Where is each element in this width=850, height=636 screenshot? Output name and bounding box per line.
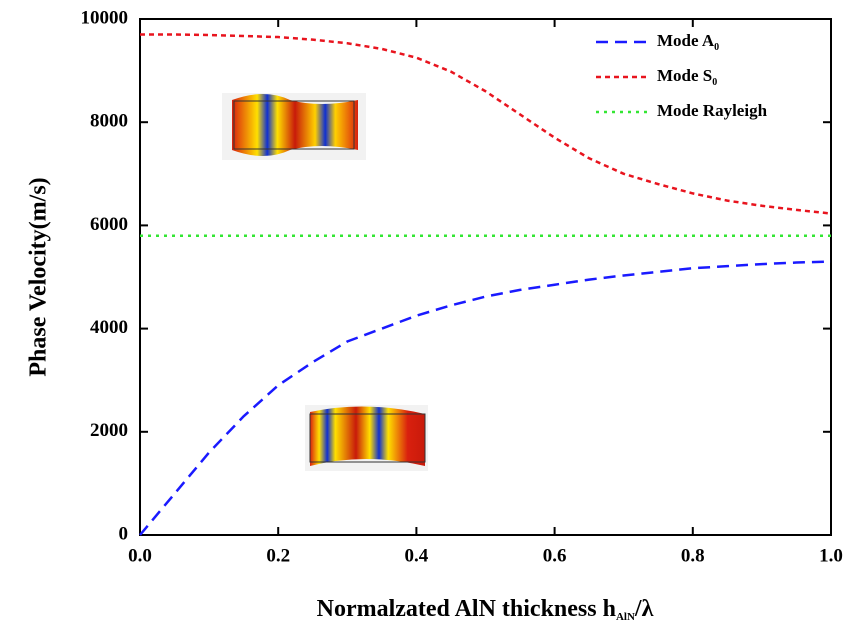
x-tick-label: 0.0 (128, 545, 152, 566)
x-tick-label: 1.0 (819, 545, 843, 566)
legend-label: Mode Rayleigh (657, 101, 768, 120)
plot-frame (139, 18, 832, 536)
y-tick-label: 10000 (81, 7, 129, 28)
legend-name: Mode S (657, 66, 712, 85)
x-axis-label: Normalzated AlN thickness hAlN/λ (317, 596, 654, 623)
legend-label: Mode S0 (657, 66, 717, 88)
x-tick-label: 0.8 (681, 545, 705, 566)
y-tick-label: 6000 (90, 214, 128, 235)
x-tick-label: 0.2 (266, 545, 290, 566)
y-axis-label: Phase Velocity(m/s) (26, 177, 52, 376)
legend-label: Mode A0 (657, 31, 719, 53)
y-tick-label: 2000 (90, 420, 128, 441)
y-tick-label: 8000 (90, 111, 128, 132)
x-axis-label-tail: /λ (634, 596, 654, 622)
x-tick-label: 0.4 (405, 545, 429, 566)
x-tick-label: 0.6 (543, 545, 567, 566)
legend-name: Mode Rayleigh (657, 101, 768, 120)
y-tick-label: 4000 (90, 317, 128, 338)
inset-s0 (222, 93, 366, 160)
series-line (140, 33, 832, 215)
x-axis-label-main: Normalzated AlN thickness h (317, 596, 616, 622)
legend-name-sub: 0 (712, 77, 717, 88)
legend-name: Mode A (657, 31, 715, 50)
x-axis-label-sub: AlN (616, 611, 635, 623)
y-tick-label: 0 (119, 523, 129, 544)
inset-a0 (305, 405, 428, 471)
series-line (139, 260, 832, 536)
legend-name-sub: 0 (714, 42, 719, 53)
